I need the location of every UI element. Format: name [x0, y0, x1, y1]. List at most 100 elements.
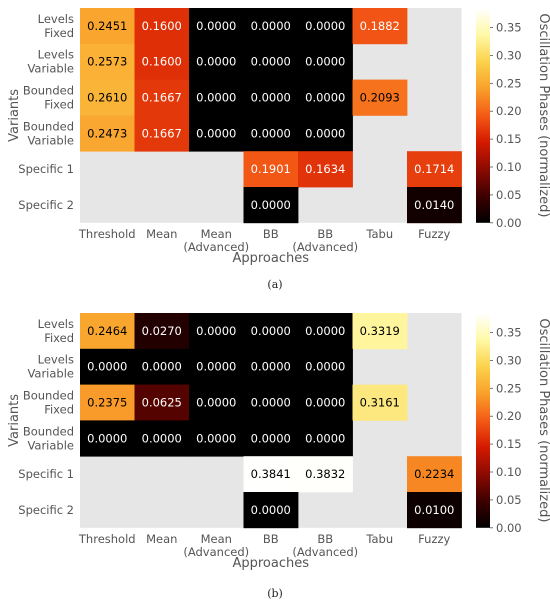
x-tick-label-threshold: Threshold [78, 227, 136, 241]
heatmap-cell [243, 151, 299, 188]
y-tick-label-specific-1: Specific 1 [18, 162, 74, 176]
colorbar-tick-label: 0.00 [496, 216, 522, 230]
cell-value-label: 0.2375 [87, 396, 127, 410]
heatmap-cell [298, 420, 353, 457]
cell-value-label: 0.0000 [251, 19, 291, 33]
cell-value-label: 0.0000 [87, 431, 127, 445]
y-tick-label-levels-variable: Levels Variable [27, 48, 74, 76]
cell-value-label: 0.0000 [196, 91, 236, 105]
heatmap-cell [298, 348, 353, 385]
x-tick-label-tabu: Tabu [365, 227, 393, 241]
heatmap-cell [298, 115, 353, 152]
cell-value-label: 0.0625 [142, 396, 182, 410]
heatmap-cell [298, 8, 353, 45]
heatmap-cell [189, 43, 244, 80]
colorbar-tick-label: 0.25 [496, 381, 522, 395]
cell-value-label: 0.0000 [196, 360, 236, 374]
cell-value-label: 0.0270 [142, 324, 182, 338]
colorbar-label: Oscillation Phases (normalized) [536, 318, 550, 522]
heatmap-cell [298, 43, 353, 80]
cell-value-label: 0.1882 [360, 19, 400, 33]
heatmap-cell [189, 384, 244, 421]
heatmap-cell [243, 115, 299, 152]
heatmap-cell [243, 43, 299, 80]
heatmap-cell [352, 8, 408, 45]
heatmap-cell [80, 43, 135, 80]
colorbar-tick-label: 0.15 [496, 132, 522, 146]
cell-value-label: 0.0000 [305, 431, 345, 445]
heatmap-cell [298, 384, 353, 421]
cell-value-label: 0.2610 [87, 91, 127, 105]
heatmap-cell [80, 348, 135, 385]
x-tick-label-tabu: Tabu [365, 532, 393, 546]
heatmap-cell [352, 313, 408, 350]
y-tick-label-bounded-fixed: Bounded Fixed [23, 389, 74, 417]
cell-value-label: 0.0000 [251, 324, 291, 338]
heatmap-cell [243, 456, 299, 493]
cell-value-label: 0.0000 [196, 126, 236, 140]
cell-value-label: 0.0000 [251, 396, 291, 410]
cell-value-label: 0.0000 [251, 503, 291, 517]
heatmap-cell [134, 8, 190, 45]
heatmap-panel-b: 0.2464 0.0270 0.0000 0.0000 0.0000 0.3319 0.00… [7, 313, 550, 600]
y-tick-label-levels-fixed: Levels Fixed [38, 317, 74, 345]
x-tick-label-bb-advanced: BB (Advanced) [292, 227, 358, 254]
heatmap-cell [298, 151, 353, 188]
heatmap-cell [243, 313, 299, 350]
cell-value-label: 0.0000 [251, 360, 291, 374]
heatmap-cell [243, 79, 299, 116]
colorbar-tick-label: 0.20 [496, 409, 522, 423]
x-axis-label: Approaches [232, 556, 309, 571]
colorbar-tick-label: 0.25 [496, 76, 522, 90]
x-tick-label-bb: BB [263, 227, 279, 241]
cell-value-label: 0.1667 [142, 91, 182, 105]
heatmap-cell [134, 115, 190, 152]
heatmap-cell [134, 348, 190, 385]
colorbar-tick-label: 0.10 [496, 465, 522, 479]
cell-value-label: 0.0000 [305, 396, 345, 410]
heatmap-panel-a: 0.2451 0.1600 0.0000 0.0000 0.0000 0.1882 0.25… [7, 8, 550, 291]
heatmap-cell [407, 456, 462, 493]
cell-value-label: 0.3319 [360, 324, 400, 338]
colorbar-label: Oscillation Phases (normalized) [536, 13, 550, 217]
cell-value-label: 0.2573 [87, 55, 127, 69]
x-tick-label-bb: BB [263, 532, 279, 546]
y-tick-label-bounded-variable: Bounded Variable [23, 424, 74, 452]
panel-caption: (b) [267, 587, 283, 600]
y-axis-label: Variants [7, 89, 22, 142]
heatmap-cell [407, 187, 462, 224]
heatmap-cell [80, 79, 135, 116]
cell-value-label: 0.0000 [142, 360, 182, 374]
cell-value-label: 0.0000 [305, 55, 345, 69]
cell-value-label: 0.0000 [251, 126, 291, 140]
cell-value-label: 0.3832 [305, 467, 345, 481]
cell-value-label: 0.1667 [142, 126, 182, 140]
x-tick-label-mean: Mean [146, 227, 177, 241]
heatmap-cell [189, 115, 244, 152]
heatmap-cell [189, 348, 244, 385]
heatmap-cell [189, 79, 244, 116]
heatmap-cell [243, 348, 299, 385]
heatmap-cell [134, 313, 190, 350]
x-tick-label-mean: Mean [146, 532, 177, 546]
y-tick-label-bounded-fixed: Bounded Fixed [23, 84, 74, 112]
cell-value-label: 0.0000 [305, 126, 345, 140]
panel-caption: (a) [267, 278, 282, 291]
heatmap-cell [189, 8, 244, 45]
heatmap-cell [298, 79, 353, 116]
x-tick-label-mean-advanced: Mean (Advanced) [183, 532, 249, 559]
y-axis-label: Variants [7, 394, 22, 447]
cell-value-label: 0.1901 [251, 162, 291, 176]
heatmap-cell [298, 456, 353, 493]
x-tick-label-fuzzy: Fuzzy [418, 532, 450, 546]
heatmap-cell [80, 115, 135, 152]
x-tick-label-fuzzy: Fuzzy [418, 227, 450, 241]
x-tick-label-bb-advanced: BB (Advanced) [292, 532, 358, 559]
cell-value-label: 0.0000 [251, 431, 291, 445]
heatmap-cell [80, 313, 135, 350]
cell-value-label: 0.0000 [196, 431, 236, 445]
colorbar-tick-label: 0.30 [496, 353, 522, 367]
colorbar-tick-label: 0.15 [496, 437, 522, 451]
cell-value-label: 0.2473 [87, 126, 127, 140]
